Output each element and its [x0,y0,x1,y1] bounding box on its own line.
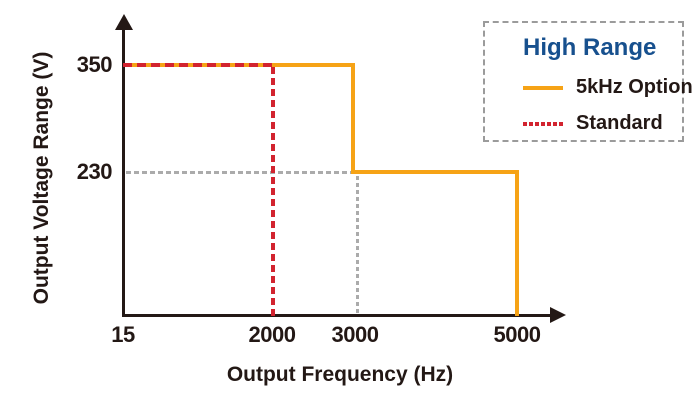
y-tick-230: 230 [76,159,113,184]
legend-title: High Range [523,34,657,61]
legend-item-standard: Standard [523,112,682,135]
x-tick-5000: 5000 [493,322,541,347]
legend-item-5khz-option: 5kHz Option [523,76,693,99]
series-5khz-option-drop-5000hz [515,170,519,316]
legend-label-5khz-option: 5kHz Option [576,76,693,98]
x-axis-line [122,314,552,317]
y-axis-arrow-icon [115,14,133,30]
reference-line-230v [126,171,351,174]
x-axis-title: Output Frequency (Hz) [226,363,454,386]
series-5khz-option-segment-230v [351,170,519,174]
y-axis-line [122,28,125,316]
x-tick-15: 15 [111,322,135,347]
y-axis-title: Output Voltage Range (V) [30,51,53,305]
x-tick-3000: 3000 [331,322,379,347]
x-tick-2000: 2000 [248,322,296,347]
reference-line-3000hz [356,176,359,316]
legend-swatch-standard [523,121,563,126]
y-tick-350: 350 [76,52,113,77]
x-axis-arrow-icon [550,307,566,323]
series-standard-drop-2000hz [271,67,275,316]
series-5khz-option-drop-3000hz [351,63,355,174]
legend-label-standard: Standard [576,112,663,134]
legend-swatch-5khz-option [523,85,563,90]
legend: High Range 5kHz Option Standard [483,21,693,142]
series-standard-segment-350v [123,63,275,67]
